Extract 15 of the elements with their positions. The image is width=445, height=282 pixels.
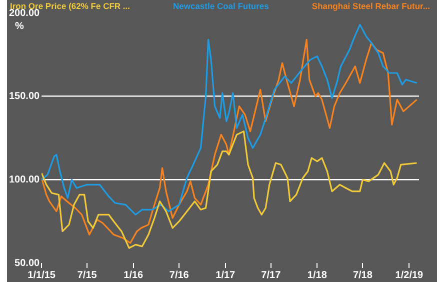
x-tick-label: 1/16	[124, 270, 144, 281]
x-tick-label: 7/17	[261, 270, 282, 281]
x-tick-label: 7/18	[352, 270, 373, 281]
x-tick-label: 1/18	[307, 270, 328, 281]
y-tick-label: 50.00	[14, 258, 40, 269]
text: Shanghai Steel Rebar Futur...	[312, 1, 430, 11]
x-tick-label: 1/17	[216, 270, 236, 281]
y-tick-label: 100.00	[8, 174, 40, 186]
x-tick-label: 1/2/19	[395, 270, 424, 281]
y-axis-title: %	[15, 20, 24, 32]
x-tick-label: 1/1/15	[28, 270, 56, 281]
x-tick-label: 7/15	[77, 270, 98, 281]
y-tick-label: 150.00	[8, 91, 40, 102]
text: Newcastle Coal Futures	[173, 1, 269, 11]
x-tick-label: 7/16	[169, 270, 190, 281]
